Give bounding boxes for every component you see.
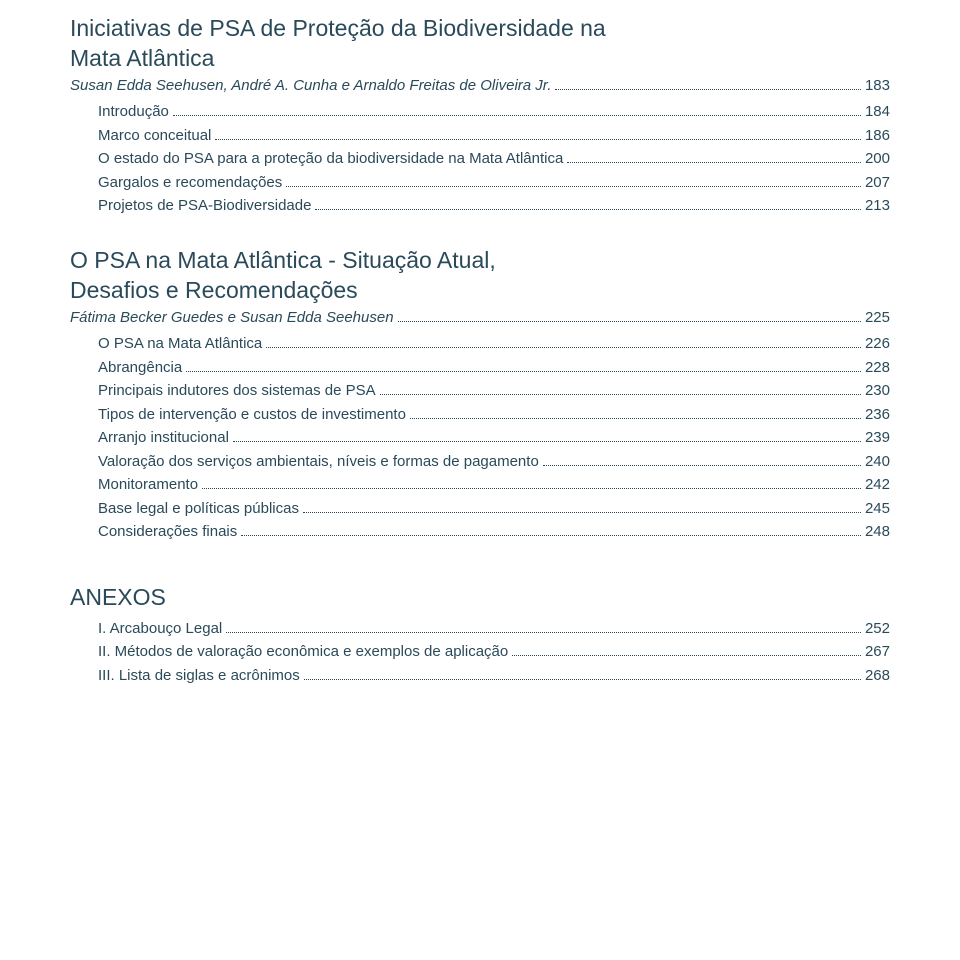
toc-entry: Valoração dos serviços ambientais, nívei…: [70, 451, 890, 474]
toc-entry: Principais indutores dos sistemas de PSA…: [70, 380, 890, 403]
chapter-title: O PSA na Mata Atlântica - Situação Atual…: [70, 246, 890, 306]
toc-page-number: 230: [865, 380, 890, 403]
toc-leader: [202, 475, 861, 490]
toc-entry: Projetos de PSA-Biodiversidade 213: [70, 195, 890, 218]
toc-label: Abrangência: [98, 357, 182, 380]
toc-entry: O estado do PSA para a proteção da biodi…: [70, 148, 890, 171]
toc-entry: Monitoramento 242: [70, 474, 890, 497]
toc-leader: [186, 357, 861, 372]
toc-label: O PSA na Mata Atlântica: [98, 333, 262, 356]
toc-page-number: 242: [865, 474, 890, 497]
toc-entry: Tipos de intervenção e custos de investi…: [70, 404, 890, 427]
chapter-title-line: O PSA na Mata Atlântica - Situação Atual…: [70, 247, 496, 273]
toc-page-number: 240: [865, 451, 890, 474]
toc-label: III. Lista de siglas e acrônimos: [98, 665, 300, 688]
toc-label: Gargalos e recomendações: [98, 172, 282, 195]
toc-entry: Gargalos e recomendações 207: [70, 172, 890, 195]
toc-page-number: 267: [865, 641, 890, 664]
toc-leader: [567, 149, 861, 164]
toc-label: Monitoramento: [98, 474, 198, 497]
toc-page-number: 228: [865, 357, 890, 380]
toc-entry: II. Métodos de valoração econômica e exe…: [70, 641, 890, 664]
toc-leader: [512, 642, 861, 657]
chapter-authors-row: Fátima Becker Guedes e Susan Edda Seehus…: [70, 308, 890, 327]
toc-leader: [233, 428, 861, 443]
toc-entry: III. Lista de siglas e acrônimos 268: [70, 665, 890, 688]
toc-page-number: 200: [865, 148, 890, 171]
chapter-authors-row: Susan Edda Seehusen, André A. Cunha e Ar…: [70, 76, 890, 95]
chapter-authors: Fátima Becker Guedes e Susan Edda Seehus…: [70, 309, 394, 326]
toc-page-number: 248: [865, 521, 890, 544]
toc-label: Arranjo institucional: [98, 427, 229, 450]
toc-label: Valoração dos serviços ambientais, nívei…: [98, 451, 539, 474]
toc-entry: Abrangência 228: [70, 357, 890, 380]
toc-page-number: 268: [865, 665, 890, 688]
toc-page-number: 225: [865, 309, 890, 326]
toc-leader: [555, 76, 861, 91]
toc-label: Introdução: [98, 101, 169, 124]
toc-page-number: 184: [865, 101, 890, 124]
toc-entry: I. Arcabouço Legal 252: [70, 618, 890, 641]
toc-page-number: 245: [865, 498, 890, 521]
anexos-heading: ANEXOS: [70, 584, 890, 611]
toc-page-number: 207: [865, 172, 890, 195]
toc-leader: [543, 451, 861, 466]
toc-page-number: 213: [865, 195, 890, 218]
toc-label: Tipos de intervenção e custos de investi…: [98, 404, 406, 427]
toc-page-number: 252: [865, 618, 890, 641]
toc-entry: O PSA na Mata Atlântica 226: [70, 333, 890, 356]
toc-leader: [226, 618, 861, 633]
toc-leader: [215, 125, 861, 140]
toc-page: Iniciativas de PSA de Proteção da Biodiv…: [0, 0, 960, 717]
toc-entry: Base legal e políticas públicas 245: [70, 498, 890, 521]
chapter-title-line: Mata Atlântica: [70, 45, 214, 71]
toc-label: II. Métodos de valoração econômica e exe…: [98, 641, 508, 664]
toc-entry: Marco conceitual 186: [70, 125, 890, 148]
chapter-authors: Susan Edda Seehusen, André A. Cunha e Ar…: [70, 77, 551, 94]
toc-leader: [380, 381, 861, 396]
toc-page-number: 239: [865, 427, 890, 450]
toc-leader: [303, 498, 861, 513]
toc-entry: Considerações finais 248: [70, 521, 890, 544]
toc-page-number: 186: [865, 125, 890, 148]
toc-label: O estado do PSA para a proteção da biodi…: [98, 148, 563, 171]
toc-label: Base legal e políticas públicas: [98, 498, 299, 521]
toc-page-number: 183: [865, 77, 890, 94]
toc-entry: Arranjo institucional 239: [70, 427, 890, 450]
chapter-title: Iniciativas de PSA de Proteção da Biodiv…: [70, 14, 890, 74]
toc-leader: [410, 404, 861, 419]
chapter-title-line: Desafios e Recomendações: [70, 277, 358, 303]
toc-leader: [173, 102, 861, 117]
toc-entry: Introdução 184: [70, 101, 890, 124]
toc-leader: [315, 196, 861, 211]
chapter-title-line: Iniciativas de PSA de Proteção da Biodiv…: [70, 15, 606, 41]
toc-page-number: 236: [865, 404, 890, 427]
toc-leader: [241, 522, 861, 537]
toc-label: Projetos de PSA-Biodiversidade: [98, 195, 311, 218]
toc-leader: [398, 308, 861, 323]
toc-page-number: 226: [865, 333, 890, 356]
toc-label: Principais indutores dos sistemas de PSA: [98, 380, 376, 403]
toc-leader: [304, 665, 861, 680]
toc-leader: [286, 172, 861, 187]
toc-label: Considerações finais: [98, 521, 237, 544]
toc-label: Marco conceitual: [98, 125, 211, 148]
toc-label: I. Arcabouço Legal: [98, 618, 222, 641]
toc-leader: [266, 334, 861, 349]
